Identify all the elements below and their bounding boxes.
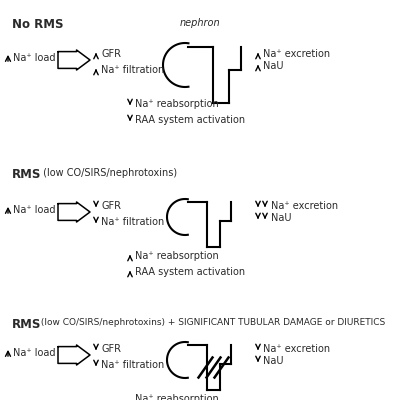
- Text: GFR: GFR: [101, 49, 121, 59]
- Text: nephron: nephron: [180, 18, 220, 28]
- Text: Na⁺ reabsorption: Na⁺ reabsorption: [135, 394, 219, 400]
- Text: Na⁺ reabsorption: Na⁺ reabsorption: [135, 99, 219, 109]
- Text: Na⁺ filtration: Na⁺ filtration: [101, 360, 164, 370]
- Text: Na⁺ load: Na⁺ load: [13, 53, 56, 63]
- Text: (low CO/SIRS/nephrotoxins): (low CO/SIRS/nephrotoxins): [40, 168, 177, 178]
- Text: Na⁺ filtration: Na⁺ filtration: [101, 217, 164, 227]
- Text: Na⁺ load: Na⁺ load: [13, 348, 56, 358]
- Text: Na⁺ load: Na⁺ load: [13, 205, 56, 215]
- Text: NaU: NaU: [263, 61, 284, 71]
- Text: RMS: RMS: [12, 168, 41, 181]
- Text: RAA system activation: RAA system activation: [135, 115, 245, 125]
- Text: No RMS: No RMS: [12, 18, 64, 31]
- Text: Na⁺ excretion: Na⁺ excretion: [263, 344, 330, 354]
- Text: Na⁺ excretion: Na⁺ excretion: [271, 201, 338, 211]
- Text: Na⁺ excretion: Na⁺ excretion: [263, 49, 330, 59]
- Text: Na⁺ filtration: Na⁺ filtration: [101, 65, 164, 75]
- Text: (low CO/SIRS/nephrotoxins) + SIGNIFICANT TUBULAR DAMAGE or DIURETICS: (low CO/SIRS/nephrotoxins) + SIGNIFICANT…: [38, 318, 385, 327]
- Text: RMS: RMS: [12, 318, 41, 331]
- Text: Na⁺ reabsorption: Na⁺ reabsorption: [135, 251, 219, 261]
- Text: RAA system activation: RAA system activation: [135, 267, 245, 277]
- Text: GFR: GFR: [101, 201, 121, 211]
- Text: GFR: GFR: [101, 344, 121, 354]
- Text: NaU: NaU: [271, 213, 292, 223]
- Text: NaU: NaU: [263, 356, 284, 366]
